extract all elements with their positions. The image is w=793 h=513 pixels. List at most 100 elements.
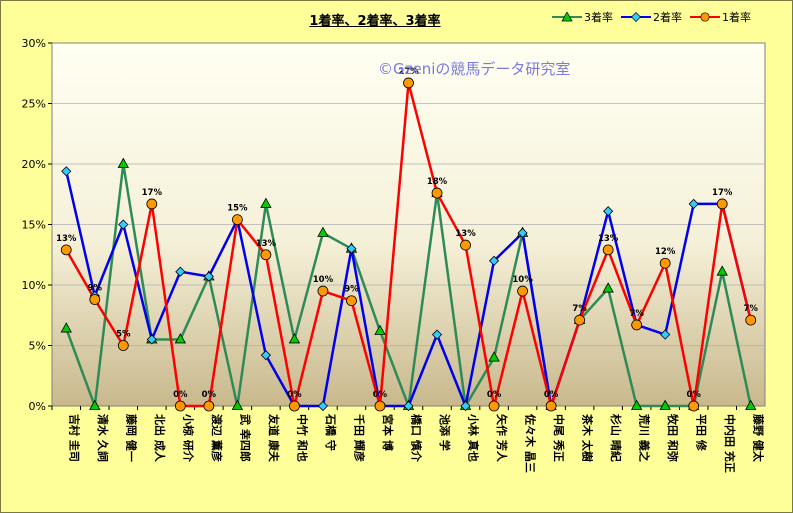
data-label: 0% bbox=[287, 390, 302, 400]
x-category-label: 橋口 慎介 bbox=[410, 414, 424, 463]
data-point-diamond bbox=[203, 271, 214, 282]
data-point-circle bbox=[89, 294, 101, 305]
legend-item-2nd: 2着率 bbox=[621, 9, 682, 25]
data-point-circle bbox=[460, 239, 471, 251]
x-category-label: 小椋 研介 bbox=[181, 413, 195, 463]
legend-label-1st: 1着率 bbox=[722, 11, 751, 24]
data-label: 17% bbox=[142, 188, 163, 198]
x-category-label: 池添 学 bbox=[438, 414, 452, 451]
x-category-label: 吉村 圭司 bbox=[67, 414, 81, 462]
data-point-circle bbox=[117, 340, 129, 351]
data-point-circle bbox=[631, 319, 643, 331]
data-point-diamond bbox=[146, 334, 157, 345]
data-point-triangle bbox=[288, 333, 301, 344]
data-point-triangle bbox=[260, 197, 272, 208]
data-label: 18% bbox=[427, 177, 448, 187]
data-point-circle bbox=[574, 314, 586, 326]
data-point-circle bbox=[545, 400, 557, 412]
x-category-label: 北出 成人 bbox=[153, 414, 167, 463]
x-category-label: 茶木 太樹 bbox=[581, 413, 595, 462]
x-category-label: 千田 輝彦 bbox=[352, 414, 366, 462]
data-point-diamond bbox=[118, 219, 129, 230]
data-point-triangle bbox=[117, 157, 129, 168]
legend-item-1st: 1着率 bbox=[690, 9, 751, 25]
data-label: 13% bbox=[455, 229, 476, 239]
data-labels: 13% 9% 5% 17% 0% 0% 15% 13% 0% 10% 9% 0% 27% 18% 13% 0%… bbox=[56, 67, 758, 400]
data-point-circle bbox=[374, 400, 386, 412]
data-point-diamond bbox=[488, 255, 500, 266]
y-tick-label: 30% bbox=[22, 37, 46, 50]
data-label: 9% bbox=[344, 285, 359, 295]
data-point-triangle bbox=[488, 351, 500, 362]
data-point-circle bbox=[346, 295, 357, 307]
data-point-diamond bbox=[260, 350, 271, 361]
data-label: 0% bbox=[173, 390, 188, 400]
data-point-circle bbox=[602, 244, 614, 256]
x-category-label: 中内田 充正 bbox=[723, 414, 737, 473]
data-label: 13% bbox=[256, 239, 277, 249]
x-category-label: 藤岡 健一 bbox=[124, 414, 138, 462]
x-category-label: 藤野 健太 bbox=[752, 414, 766, 463]
data-point-diamond bbox=[346, 243, 357, 254]
legend-marker-circle-icon bbox=[690, 12, 720, 22]
x-category-label: 中竹 和也 bbox=[295, 414, 309, 462]
data-point-circle bbox=[431, 187, 443, 199]
data-point-circle bbox=[517, 285, 528, 297]
data-point-circle bbox=[174, 400, 186, 412]
data-label: 10% bbox=[512, 275, 533, 285]
data-point-triangle bbox=[630, 399, 643, 410]
data-label: 0% bbox=[487, 390, 502, 400]
data-label: 0% bbox=[373, 390, 388, 400]
x-category-label: 武 幸四郎 bbox=[238, 414, 252, 462]
data-point-triangle bbox=[89, 399, 101, 410]
y-tick-label: 0% bbox=[29, 400, 46, 413]
data-point-circle bbox=[317, 285, 329, 297]
legend: 3着率 2着率 1着率 bbox=[552, 9, 751, 25]
legend-item-3rd: 3着率 bbox=[552, 9, 613, 25]
series-layer bbox=[60, 77, 757, 412]
data-point-triangle bbox=[374, 324, 386, 335]
y-tick-label: 15% bbox=[22, 219, 46, 232]
data-label: 13% bbox=[598, 234, 619, 244]
x-category-label: 荒川 義之 bbox=[638, 413, 652, 462]
data-point-circle bbox=[60, 244, 72, 256]
y-axis: 0% 5% 10% 15% 20% 25% 30% bbox=[22, 37, 52, 413]
legend-marker-triangle-icon bbox=[552, 12, 582, 22]
data-label: 17% bbox=[712, 188, 733, 198]
data-label: 5% bbox=[116, 330, 131, 340]
data-point-triangle bbox=[231, 399, 244, 410]
data-point-diamond bbox=[603, 206, 614, 217]
y-tick-label: 25% bbox=[22, 98, 46, 111]
data-point-diamond bbox=[517, 227, 528, 239]
data-point-diamond bbox=[660, 329, 671, 340]
legend-marker-diamond-icon bbox=[621, 12, 651, 22]
data-label: 7% bbox=[744, 304, 759, 314]
x-category-label: 矢作 芳人 bbox=[495, 414, 509, 463]
data-label: 27% bbox=[398, 67, 419, 77]
data-point-diamond bbox=[317, 400, 329, 412]
watermark: ©Gzeniの競馬データ研究室 bbox=[378, 60, 571, 78]
data-label: 13% bbox=[56, 234, 77, 244]
data-label: 12% bbox=[655, 247, 676, 257]
data-point-circle bbox=[260, 249, 272, 261]
data-point-circle bbox=[203, 400, 215, 412]
data-point-circle bbox=[146, 198, 158, 210]
data-point-circle bbox=[716, 198, 728, 210]
data-point-circle bbox=[289, 400, 300, 412]
data-label: 15% bbox=[227, 204, 248, 214]
data-label: 7% bbox=[572, 304, 587, 314]
x-category-label: 渡辺 薫彦 bbox=[210, 414, 224, 462]
data-point-circle bbox=[488, 400, 500, 412]
legend-label-2nd: 2着率 bbox=[653, 11, 682, 24]
x-category-label: 杉山 晴紀 bbox=[609, 414, 623, 462]
y-tick-label: 20% bbox=[22, 158, 46, 171]
x-category-label: 小林 真也 bbox=[467, 413, 481, 462]
x-category-label: 石橋 守 bbox=[324, 413, 338, 451]
data-point-diamond bbox=[403, 400, 414, 412]
x-category-label: 宮本 博 bbox=[381, 414, 395, 451]
y-tick-label: 10% bbox=[22, 279, 46, 292]
data-point-triangle bbox=[174, 333, 187, 344]
x-category-label: 平田 修 bbox=[695, 414, 709, 452]
data-point-triangle bbox=[659, 399, 671, 410]
